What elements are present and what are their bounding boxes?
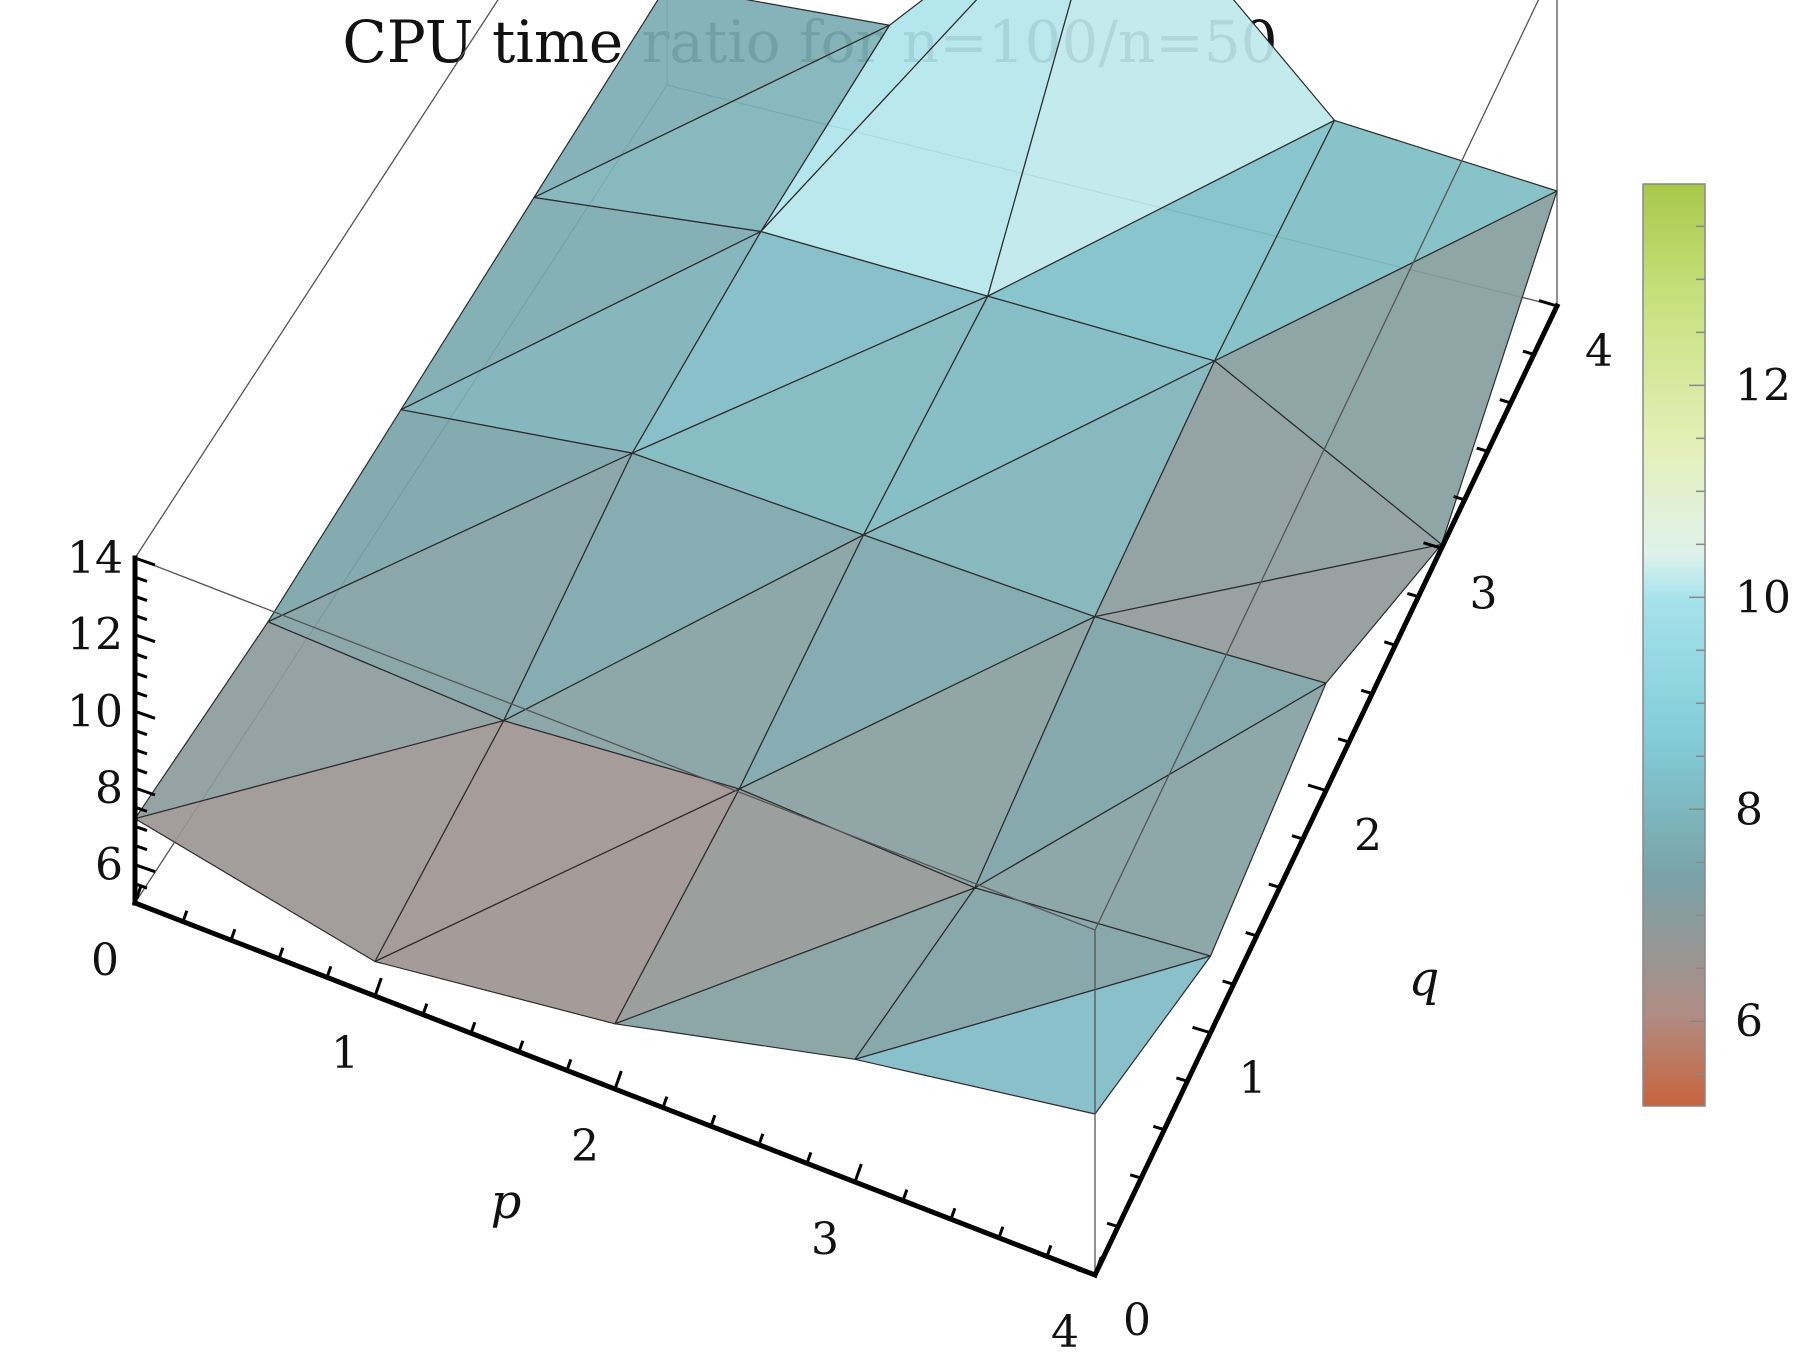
z-axis-tick — [134, 614, 148, 622]
y-axis-tick — [1423, 541, 1442, 550]
z-axis-tick — [134, 748, 148, 756]
y-axis-label: q — [1409, 951, 1440, 1007]
z-axis-tick — [134, 805, 148, 813]
y-tick-label: 4 — [1585, 326, 1613, 377]
x-axis-tick — [565, 1058, 573, 1071]
z-axis-tick — [134, 767, 148, 775]
y-axis-tick — [1307, 783, 1327, 792]
x-tick-label: 1 — [331, 1028, 359, 1079]
x-axis-tick — [1045, 1244, 1053, 1257]
z-axis-tick — [134, 863, 156, 874]
x-tick-label: 3 — [811, 1214, 839, 1265]
x-tick-label: 0 — [91, 935, 119, 986]
x-axis-tick — [853, 1163, 863, 1183]
y-axis-tick — [1245, 931, 1258, 938]
y-axis-tick — [1268, 882, 1281, 889]
y-tick-label: 1 — [1239, 1053, 1267, 1104]
z-axis-tick — [134, 786, 156, 797]
colorbar-tick-label: 8 — [1735, 784, 1763, 835]
z-axis-tick — [134, 652, 148, 660]
y-axis-tick — [1383, 640, 1396, 647]
x-axis-tick — [469, 1021, 477, 1034]
colorbar: 6 8 10 12 — [1642, 183, 1791, 1107]
x-axis-tick — [325, 965, 333, 978]
y-tick-label: 2 — [1354, 811, 1382, 862]
y-axis-tick — [1175, 1076, 1188, 1083]
x-axis-tick — [421, 1003, 429, 1016]
x-tick-label: 2 — [571, 1121, 599, 1172]
x-axis-tick — [277, 947, 285, 960]
colorbar-tick-label: 10 — [1735, 572, 1791, 623]
y-axis-tick — [1360, 688, 1373, 696]
box-edge — [1094, 0, 1540, 931]
z-axis-tick — [134, 844, 148, 852]
x-axis-tick — [517, 1040, 525, 1053]
x-axis-tick — [133, 884, 143, 904]
x-axis-tick — [1093, 1256, 1103, 1276]
surface-facet — [854, 955, 1212, 1115]
z-axis-tick — [134, 824, 148, 832]
z-axis-tick — [134, 729, 148, 737]
x-axis-tick — [949, 1207, 957, 1220]
colorbar-tick-label: 12 — [1735, 360, 1791, 411]
y-axis-tick — [1453, 495, 1466, 502]
x-axis-tick — [709, 1114, 717, 1127]
x-axis-tick — [661, 1096, 669, 1109]
y-axis-tick — [1129, 1173, 1142, 1180]
y-axis-tick — [1538, 299, 1558, 308]
x-axis-tick — [805, 1151, 813, 1164]
z-axis-tick — [134, 556, 156, 567]
z-axis-tick — [134, 633, 156, 644]
x-axis-tick — [997, 1226, 1005, 1239]
x-axis-tick — [229, 928, 237, 941]
z-tick-label: 8 — [95, 763, 123, 814]
x-tick-label: 4 — [1051, 1307, 1079, 1358]
surface-mesh — [134, 0, 1558, 1115]
x-axis-tick — [181, 910, 189, 923]
y-tick-label: 0 — [1123, 1295, 1151, 1346]
y-axis-tick — [1222, 979, 1235, 986]
z-axis-tick — [134, 594, 148, 602]
y-axis-tick — [1291, 834, 1304, 841]
z-axis-tick — [134, 901, 148, 909]
y-axis-tick — [1152, 1124, 1165, 1132]
y-axis-tick — [1337, 737, 1350, 744]
y-axis-tick — [1476, 446, 1489, 453]
box-edge — [134, 0, 499, 559]
x-axis-label: p — [491, 1174, 522, 1230]
y-axis-tick — [1406, 591, 1419, 599]
y-axis-tick — [1106, 1221, 1119, 1228]
z-tick-label: 14 — [67, 533, 123, 584]
z-axis-tick — [134, 709, 156, 720]
z-axis-tick — [134, 690, 148, 698]
colorbar-gradient — [1642, 183, 1706, 1107]
bounding-box-front — [134, 0, 1540, 1275]
z-axis-tick — [134, 575, 148, 583]
x-axis-tick — [757, 1133, 765, 1146]
box-edge — [134, 557, 1096, 931]
x-axis-tick — [373, 977, 383, 997]
z-axis-tick — [134, 671, 148, 679]
y-axis-tick — [1522, 349, 1535, 356]
z-axis-tick — [134, 882, 148, 890]
y-tick-label: 3 — [1470, 568, 1498, 619]
y-axis-tick — [1499, 398, 1512, 405]
x-axis-tick — [901, 1189, 909, 1202]
colorbar-tick-label: 6 — [1735, 996, 1763, 1047]
z-tick-label: 6 — [95, 840, 123, 891]
x-axis-tick — [613, 1070, 623, 1090]
z-tick-label: 12 — [67, 610, 123, 661]
y-axis-tick — [1192, 1025, 1211, 1035]
y-axis-tick — [1076, 1268, 1096, 1277]
z-tick-label: 10 — [67, 686, 123, 737]
